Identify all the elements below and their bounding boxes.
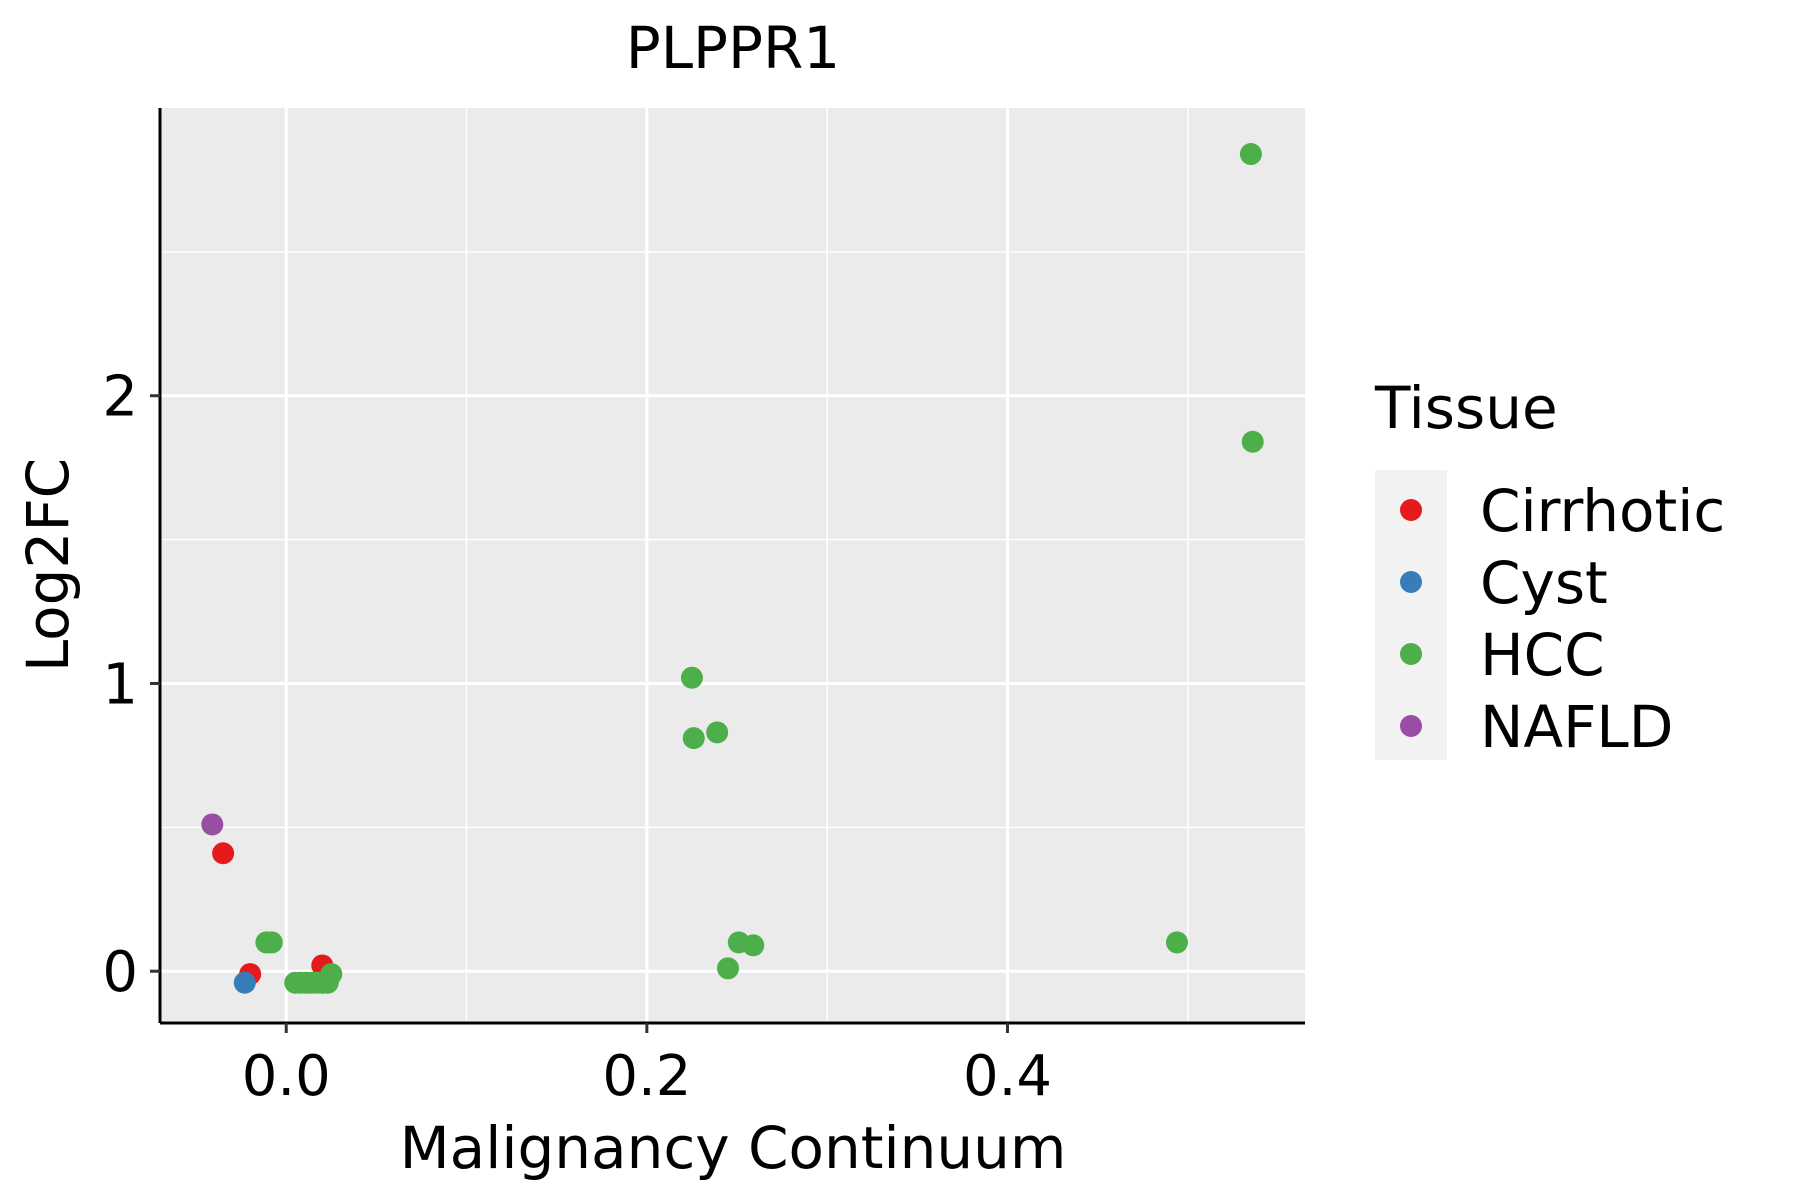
- x-tick-label: 0.2: [602, 1044, 691, 1109]
- point-hcc: [706, 721, 729, 744]
- legend-label-hcc: HCC: [1480, 621, 1605, 689]
- x-tick-label: 0.4: [963, 1044, 1052, 1109]
- y-tick-label: 1: [102, 652, 138, 717]
- point-hcc: [680, 666, 703, 689]
- point-hcc: [1165, 931, 1188, 954]
- y-axis-title: Log2FC: [14, 458, 82, 672]
- legend-key-nafld: [1400, 715, 1422, 737]
- grid-major: [160, 108, 1305, 1023]
- point-cyst: [233, 971, 256, 994]
- point-cirrhotic: [212, 842, 235, 865]
- y-tick-label: 0: [102, 940, 138, 1005]
- point-hcc: [320, 963, 343, 986]
- point-hcc: [1239, 143, 1262, 166]
- plot-panel: [160, 108, 1305, 1023]
- legend-label-nafld: NAFLD: [1480, 693, 1673, 761]
- data-points: [201, 143, 1264, 994]
- legend-label-cyst: Cyst: [1480, 549, 1608, 617]
- legend-key-hcc: [1400, 643, 1422, 665]
- point-hcc: [1241, 430, 1264, 453]
- point-hcc: [716, 957, 739, 980]
- point-hcc: [682, 727, 705, 750]
- grid-minor: [160, 108, 1305, 1023]
- plot-title: PLPPR1: [626, 14, 840, 82]
- point-hcc: [742, 934, 765, 957]
- legend-label-cirrhotic: Cirrhotic: [1480, 477, 1725, 545]
- legend-title: Tissue: [1374, 374, 1558, 442]
- y-axis-ticks: 0 1 2: [102, 365, 160, 1005]
- point-hcc: [260, 931, 283, 954]
- legend-key-cyst: [1400, 571, 1422, 593]
- legend-key-cirrhotic: [1400, 499, 1422, 521]
- y-tick-label: 2: [102, 365, 138, 430]
- point-nafld: [201, 813, 224, 836]
- x-tick-label: 0.0: [242, 1044, 331, 1109]
- x-axis-ticks: 0.0 0.2 0.4: [242, 1023, 1052, 1109]
- x-axis-title: Malignancy Continuum: [400, 1114, 1067, 1182]
